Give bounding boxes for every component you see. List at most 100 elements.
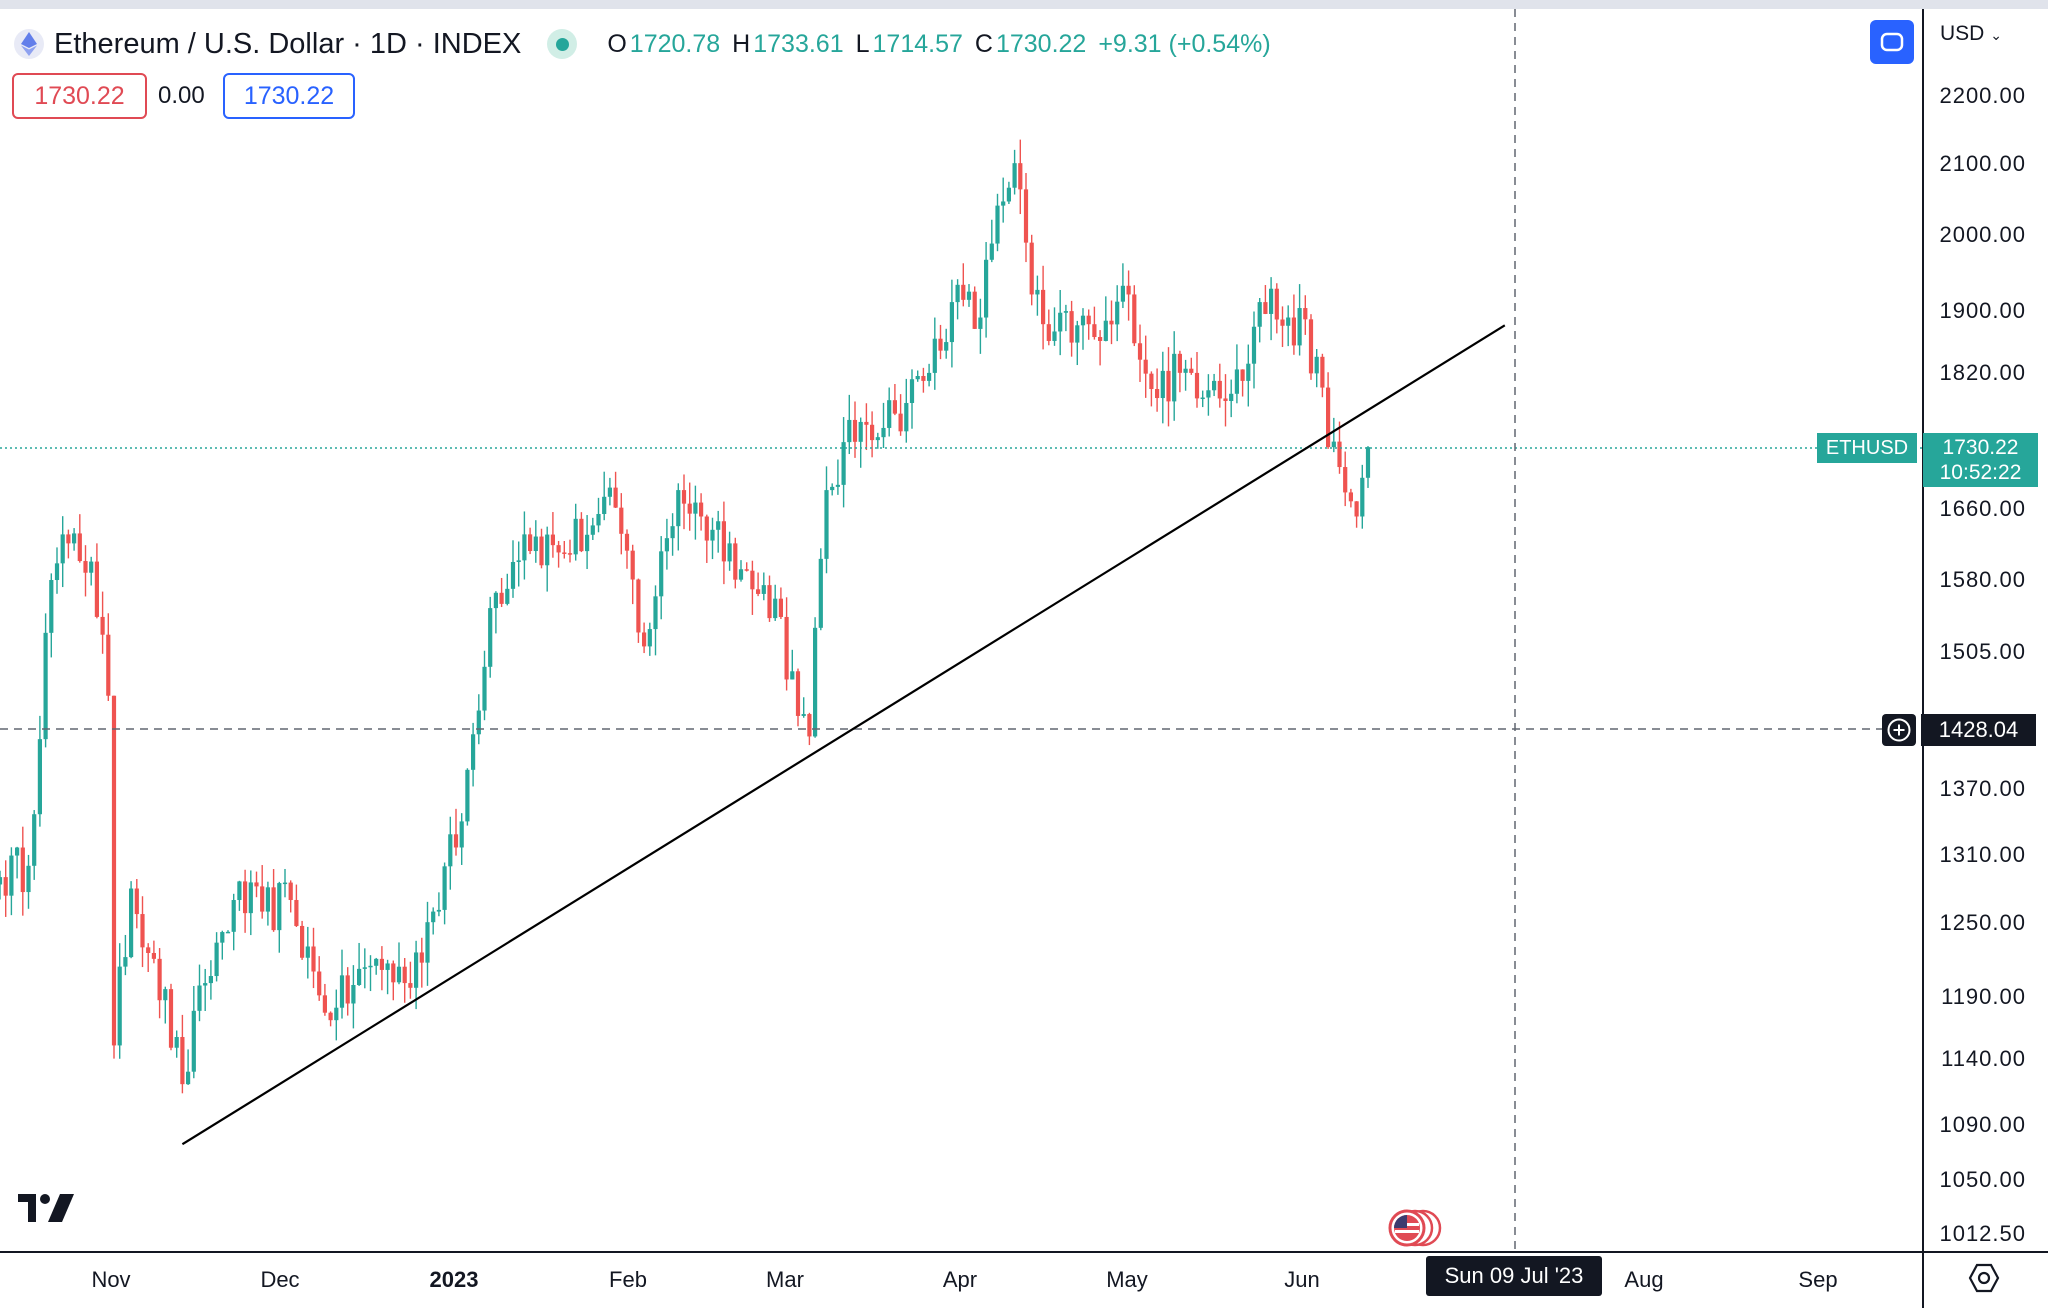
candle-body <box>1172 353 1177 402</box>
candle-body <box>265 887 270 912</box>
candle-body <box>659 551 664 597</box>
candle-body <box>436 909 441 912</box>
candle-body <box>1348 492 1353 502</box>
candle-body <box>414 952 419 988</box>
candle-body <box>493 592 498 609</box>
candle-body <box>624 533 630 551</box>
candle-body <box>1200 397 1205 400</box>
candle-body <box>909 379 915 403</box>
candle-body <box>191 1010 196 1072</box>
candle-body <box>904 402 909 432</box>
candle-body <box>151 952 156 959</box>
settings-icon[interactable] <box>1968 1262 2000 1294</box>
us-economic-event-icon[interactable] <box>1385 1208 1445 1248</box>
candle-body <box>784 616 789 680</box>
candle-body <box>1286 317 1291 326</box>
candle-body <box>989 243 994 260</box>
add-alert-button[interactable] <box>1882 714 1916 746</box>
candle-body <box>1080 315 1086 326</box>
candle-body <box>1331 441 1336 448</box>
candle-body <box>847 419 852 443</box>
bar-countdown: 10:52:22 <box>1939 461 2022 484</box>
candle-body <box>20 847 25 893</box>
candle-body <box>676 490 681 527</box>
sell-price-button[interactable]: 1730.22 <box>12 73 147 119</box>
candle-body <box>1160 370 1165 399</box>
candle-body <box>1206 390 1211 398</box>
candle-body <box>505 588 510 604</box>
candle-body <box>642 632 647 647</box>
candle-body <box>841 442 846 485</box>
candle-body <box>1246 363 1251 381</box>
currency-selector[interactable]: USD ⌄ <box>1940 22 2002 46</box>
ethereum-icon <box>14 29 44 59</box>
market-status-icon[interactable] <box>547 29 578 59</box>
time-label: May <box>1106 1267 1148 1292</box>
symbol-title[interactable]: Ethereum / U.S. Dollar · 1D · INDEX <box>54 27 522 60</box>
candle-body <box>1166 370 1171 402</box>
candle-body <box>522 534 527 561</box>
low-value: 1714.57 <box>872 29 963 58</box>
candle-body <box>1354 501 1359 517</box>
candle-body <box>892 400 897 414</box>
candle-body <box>1120 285 1125 302</box>
candle-body <box>1126 285 1131 295</box>
candle-body <box>516 560 521 563</box>
open-key: O <box>607 29 627 58</box>
candle-body <box>921 375 926 381</box>
candle-body <box>163 989 168 1001</box>
candle-body <box>368 965 373 968</box>
candle-body <box>1212 380 1217 391</box>
candle-body <box>1006 187 1011 202</box>
candle-body <box>499 592 504 604</box>
candle-body <box>260 886 265 912</box>
candle-body <box>357 968 362 985</box>
candle-body <box>1234 369 1239 394</box>
candle-body <box>322 995 327 1013</box>
candle-body <box>636 579 641 633</box>
candle-body <box>852 419 858 442</box>
candle-body <box>243 881 248 914</box>
candle-body <box>955 284 960 303</box>
time-label: Apr <box>942 1267 978 1292</box>
candle-body <box>1052 331 1057 341</box>
buy-price-button[interactable]: 1730.22 <box>223 73 355 119</box>
candle-body <box>1137 343 1143 360</box>
candle-body <box>562 552 567 554</box>
candle-body <box>1177 353 1182 373</box>
fullscreen-button[interactable] <box>1870 20 1914 64</box>
candle-body <box>1189 368 1194 373</box>
candle-body <box>134 888 139 915</box>
price-label: 1310.00 <box>1939 842 2026 867</box>
candle-body <box>858 421 863 442</box>
candle-body <box>37 739 42 815</box>
candle-body <box>123 957 128 967</box>
price-label: 1900.00 <box>1939 298 2026 323</box>
candle-body <box>1046 324 1051 341</box>
candle-body <box>932 338 937 373</box>
candle-body <box>1365 447 1371 478</box>
candle-body <box>94 561 99 617</box>
last-price-value: 1730.22 <box>1942 436 2019 459</box>
candle-body <box>1274 288 1279 320</box>
candle-body <box>271 887 276 931</box>
price-label: 1090.00 <box>1939 1112 2026 1137</box>
crosshair-price-tag: 1428.04 <box>1921 714 2036 746</box>
time-label: Dec <box>260 1267 300 1292</box>
candle-body <box>539 536 544 566</box>
candle-body <box>761 585 766 594</box>
price-label: 2200.00 <box>1939 83 2026 108</box>
candle-body <box>282 882 288 885</box>
candle-body <box>699 502 704 517</box>
candle-body <box>1029 242 1034 295</box>
fullscreen-icon <box>1880 32 1904 52</box>
candle-body <box>1251 326 1257 364</box>
candle-body <box>835 484 840 487</box>
time-label: Jun <box>1284 1267 1320 1292</box>
candle-body <box>579 518 584 552</box>
candle-body <box>106 634 111 696</box>
tradingview-logo[interactable] <box>18 1193 78 1223</box>
candle-body <box>374 958 379 966</box>
price-label: 1370.00 <box>1939 776 2026 801</box>
